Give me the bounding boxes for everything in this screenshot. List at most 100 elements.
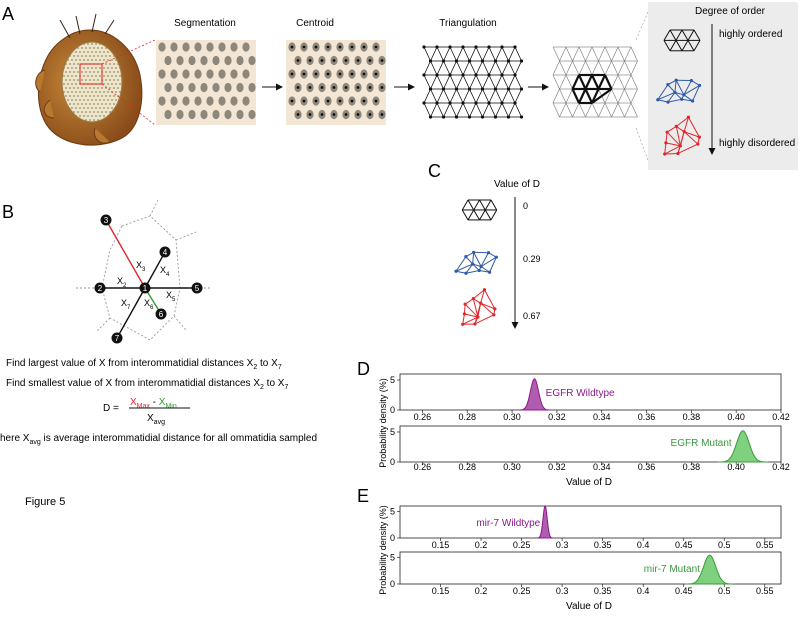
centroid-point — [356, 86, 360, 89]
mesh-edge — [482, 46, 490, 62]
panel-a-label: A — [2, 4, 14, 24]
lattice-edge — [461, 209, 469, 221]
centroid-point — [314, 99, 318, 103]
x-tick-label: 0.30 — [503, 462, 521, 472]
ommatidium — [65, 87, 67, 89]
mesh-vertex — [506, 115, 511, 119]
mesh-edge — [469, 102, 477, 118]
ommatidium — [69, 71, 71, 73]
x-tick-label: 0.40 — [727, 412, 745, 422]
lattice-vertex — [674, 78, 678, 82]
mesh-edge — [456, 74, 464, 90]
mesh-vertex — [428, 87, 433, 91]
highlighted-edge — [578, 74, 587, 90]
mesh-edge — [482, 60, 490, 76]
x-tick-label: 0.40 — [727, 462, 745, 472]
segmented-ommatidium — [194, 96, 202, 106]
mesh-edge — [624, 46, 632, 62]
mesh-edge — [591, 102, 599, 118]
x-tick-label: 0.35 — [594, 540, 612, 550]
ommatidium — [109, 55, 111, 57]
mesh-edge — [630, 88, 638, 104]
series-label: mir-7 Mutant — [644, 564, 700, 575]
mesh-edge — [508, 60, 516, 76]
segmented-ommatidium — [188, 109, 196, 120]
ommatidium — [87, 99, 89, 101]
mesh-edge — [449, 88, 457, 104]
x-tick-label: 0.38 — [683, 412, 701, 422]
plot-mir7-mutant: 0.15 0.2 0.25 0.3 0.35 0.4 0.45 0.5 0.55 0 5 mir-7 … — [390, 551, 782, 596]
ommatidium — [95, 115, 97, 117]
x-tick-label: 0.55 — [756, 540, 774, 550]
centroid-point — [368, 113, 372, 116]
ommatidium — [115, 83, 117, 85]
density-curve — [536, 505, 554, 539]
ommatidium — [67, 67, 69, 69]
lattice-vertex — [678, 144, 682, 148]
ommatidium — [95, 75, 97, 77]
lattice-vertex — [463, 302, 467, 306]
x-tick-label: 0.25 — [513, 540, 531, 550]
centroid-point — [338, 72, 342, 76]
lattice-vertex — [674, 124, 678, 128]
lattice-vertex — [482, 288, 487, 292]
segmented-ommatidium — [212, 82, 220, 93]
panel-b: B X2 X3 X4 X5 X6 X7 1 2 3 — [0, 199, 317, 446]
svg-text:D =: D = — [103, 403, 119, 414]
lattice-edge — [683, 117, 689, 132]
ommatidium — [81, 103, 83, 105]
x-tick-label: 0.4 — [637, 586, 650, 596]
ommatidium — [87, 43, 89, 45]
centroid-point — [374, 99, 378, 103]
ommatidium — [101, 103, 103, 105]
panel-e-ylabel: Probability density (%) — [378, 505, 388, 595]
lattice-d-067 — [461, 288, 497, 326]
ommatidium — [107, 59, 109, 61]
mesh-edge — [624, 60, 632, 76]
ommatidium — [99, 51, 101, 53]
mesh-edge — [449, 60, 457, 76]
mesh-edge — [495, 88, 503, 104]
lattice-edge — [474, 303, 482, 325]
x-tick-label: 0.2 — [475, 540, 488, 550]
mesh-edge — [578, 60, 586, 76]
mesh-vertex — [435, 101, 439, 105]
mesh-edge — [617, 46, 625, 62]
x-tick-label: 0.32 — [548, 412, 566, 422]
segmented-ommatidium — [200, 82, 208, 93]
highly-disordered-label: highly disordered — [719, 138, 795, 149]
ommatidium — [79, 91, 81, 93]
ommatidium — [85, 79, 87, 81]
segmented-ommatidium — [158, 69, 166, 79]
ommatidium — [115, 75, 117, 77]
lattice-vertex — [492, 313, 496, 317]
ommatidium — [99, 99, 101, 101]
highlighted-edge — [591, 88, 600, 104]
mesh-edge — [552, 74, 560, 90]
x-tick-label: 0.34 — [593, 412, 611, 422]
centroid-point — [308, 86, 312, 89]
mesh-edge — [469, 88, 477, 104]
ommatidium — [99, 59, 101, 61]
node-7: 7 — [111, 332, 123, 344]
lattice-edge — [464, 298, 474, 305]
mesh-edge — [456, 102, 464, 118]
ommatidium — [101, 47, 103, 49]
mesh-edge — [436, 88, 444, 104]
mesh-edge — [423, 88, 431, 104]
segmented-ommatidium — [212, 109, 220, 120]
lattice-edge — [465, 256, 474, 265]
ommatidium — [101, 55, 103, 57]
centroid-point — [332, 113, 336, 116]
ommatidium — [113, 63, 115, 65]
node-2: 2 — [94, 282, 106, 294]
fly-head-illustration — [35, 13, 156, 146]
centroid-point — [362, 45, 366, 49]
ommatidium — [83, 107, 85, 109]
mesh-edge — [488, 102, 496, 118]
lattice-vertex — [680, 97, 684, 101]
mesh-edge — [559, 88, 567, 104]
mesh-edge — [462, 46, 470, 62]
segmented-ommatidium — [236, 82, 244, 93]
lattice-edge — [675, 126, 681, 146]
